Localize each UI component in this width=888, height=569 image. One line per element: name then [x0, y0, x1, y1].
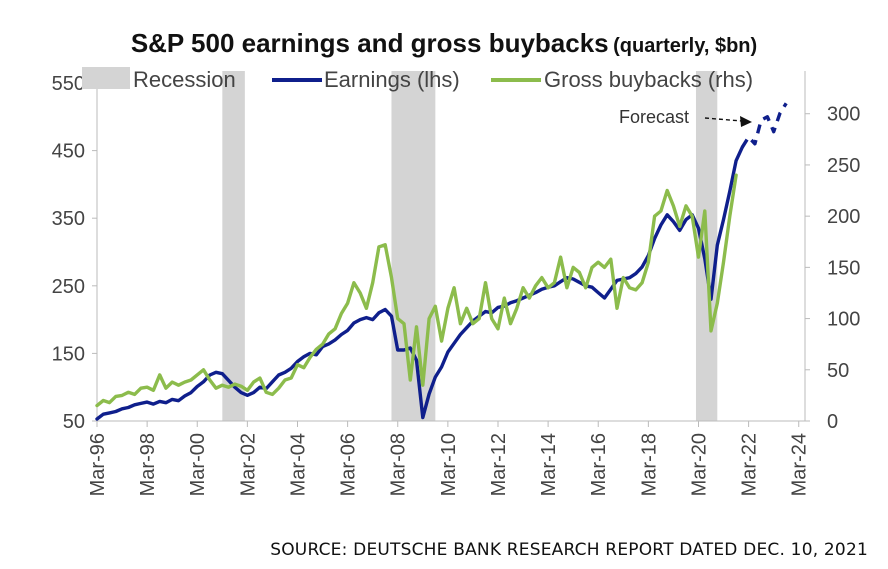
y-right-tick-label: 250: [827, 155, 860, 177]
x-tick-label: Mar-24: [789, 433, 811, 496]
y-left-tick-label: 50: [63, 411, 85, 433]
y-right-tick-label: 0: [827, 411, 838, 433]
legend-label-recession: Recession: [133, 67, 236, 92]
y-left-tick-label: 550: [52, 73, 85, 95]
x-tick-label: Mar-96: [87, 433, 109, 496]
x-tick-label: Mar-10: [438, 433, 460, 496]
legend-label-earnings: Earnings (lhs): [324, 67, 460, 92]
recession-band-2: [391, 71, 436, 421]
y-left-tick-label: 350: [52, 208, 85, 230]
chart-subtitle: (quarterly, $bn): [613, 35, 758, 57]
y-left-tick-label: 250: [52, 276, 85, 298]
x-tick-label: Mar-08: [388, 433, 410, 496]
x-tick-label: Mar-18: [638, 433, 660, 496]
y-left-tick-label: 150: [52, 343, 85, 365]
x-tick-label: Mar-04: [287, 433, 309, 496]
y-right-tick-label: 150: [827, 257, 860, 279]
y-right-tick-label: 100: [827, 309, 860, 331]
x-tick-label: Mar-98: [137, 433, 159, 496]
x-tick-label: Mar-16: [588, 433, 610, 496]
y-left-tick-label: 450: [52, 141, 85, 163]
x-tick-label: Mar-12: [488, 433, 510, 496]
forecast-arrow-line: [704, 117, 743, 122]
legend-label-buybacks: Gross buybacks (rhs): [544, 67, 753, 92]
x-tick-label: Mar-14: [538, 433, 560, 496]
series-line-earnings-lhs: [95, 145, 744, 421]
forecast-annotation-label: Forecast: [619, 107, 689, 127]
legend-swatch-recession: [82, 67, 130, 89]
x-tick-label: Mar-22: [739, 433, 761, 496]
chart-title: S&P 500 earnings and gross buybacks (qua…: [0, 28, 888, 59]
y-right-tick-label: 200: [827, 206, 860, 228]
x-tick-label: Mar-20: [688, 433, 710, 496]
series-line-gross-buybacks-rhs: [95, 173, 738, 408]
x-tick-label: Mar-00: [187, 433, 209, 496]
source-note: SOURCE: DEUTSCHE BANK RESEARCH REPORT DA…: [270, 540, 868, 560]
chart-title-main: S&P 500 earnings and gross buybacks: [130, 28, 609, 58]
series-line-earnings-forecast: [740, 102, 788, 149]
y-right-tick-label: 300: [827, 104, 860, 126]
forecast-arrow-head: [740, 116, 752, 127]
y-right-tick-label: 50: [827, 360, 849, 382]
recession-band-1: [222, 71, 245, 421]
x-tick-label: Mar-06: [338, 433, 360, 496]
x-tick-label: Mar-02: [237, 433, 259, 496]
